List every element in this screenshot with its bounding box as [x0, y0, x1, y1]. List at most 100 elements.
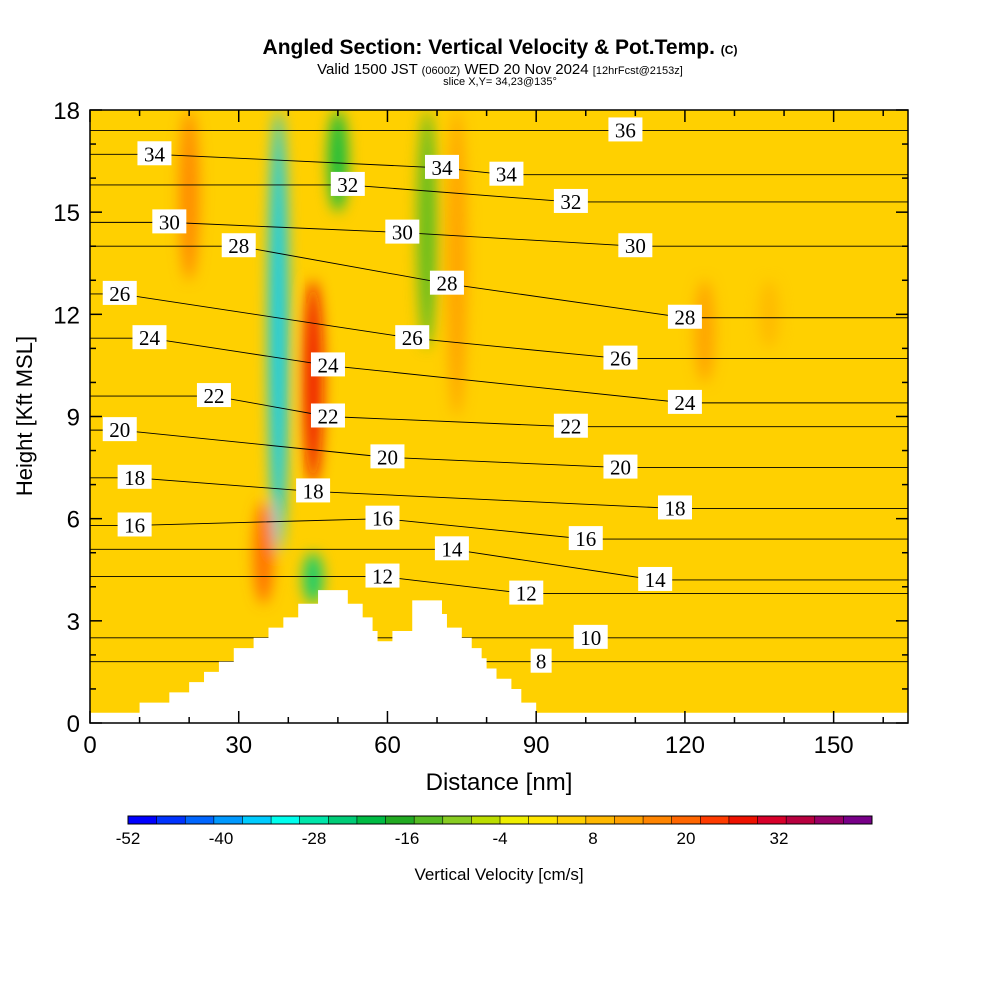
isoline-label: 16	[568, 526, 603, 551]
velocity-feature	[417, 110, 438, 349]
colorbar-tick-label: -52	[116, 829, 141, 848]
isoline-label-text: 10	[580, 626, 601, 650]
isoline-label-text: 26	[109, 282, 130, 306]
velocity-feature	[759, 280, 780, 349]
isoline-label-text: 12	[516, 582, 537, 606]
isoline-label-text: 24	[139, 326, 161, 350]
x-axis-label: Distance [nm]	[426, 769, 573, 796]
isoline-label-box	[603, 454, 638, 479]
colorbar-swatch	[185, 816, 215, 824]
isoline-labels: 8 10 12 12 14 14 16 16 16 18 18 18 20 20 20 22 22 22 24 24 2…	[102, 117, 702, 674]
x-axis: 0 30 60 90 120 150	[83, 110, 884, 759]
isoline-32	[90, 184, 908, 203]
isoline-label-text: 30	[392, 221, 413, 245]
isoline-label: 12	[365, 563, 400, 589]
velocity-feature	[179, 110, 200, 281]
colorbar-swatch	[213, 816, 243, 824]
valid-prefix: Valid 1500 JST	[317, 61, 418, 78]
isoline-label-text: 22	[203, 384, 224, 408]
isoline-label: 14	[434, 536, 469, 561]
isoline-label: 28	[667, 304, 702, 330]
y-axis-label: Height [Kft MSL]	[12, 336, 37, 496]
isoline-label-text: 8	[536, 650, 547, 674]
isoline-label: 28	[429, 270, 464, 296]
isoline-label-box	[102, 280, 137, 305]
isoline-label: 12	[509, 580, 544, 606]
plot-background	[90, 110, 908, 723]
isoline-label: 28	[221, 233, 256, 258]
isoline-label-box	[152, 209, 187, 234]
colorbar-tick-label: 8	[588, 829, 597, 848]
isoline-label: 32	[553, 188, 588, 214]
isoline-label-text: 30	[625, 234, 646, 258]
colorbar-swatch	[671, 816, 701, 824]
velocity-feature	[253, 501, 274, 604]
title-unit: (C)	[720, 43, 738, 57]
isoline-label-text: 26	[402, 326, 423, 350]
isoline-label-text: 24	[674, 391, 696, 415]
isoline-label-box	[424, 154, 459, 179]
valid-utc: (0600Z)	[421, 65, 461, 77]
isoline-label-text: 18	[124, 466, 145, 490]
velocity-feature	[268, 110, 289, 553]
colorbar-swatch	[271, 816, 301, 824]
colorbar-swatch	[557, 816, 587, 824]
isoline-label-text: 30	[159, 210, 180, 234]
colorbar-swatch	[242, 816, 272, 824]
y-tick-label: 18	[53, 98, 80, 125]
isoline-label-box	[657, 495, 692, 520]
isoline-label-text: 16	[124, 513, 145, 537]
isoline-label-box	[553, 413, 588, 438]
x-tick-label: 120	[665, 732, 705, 759]
isoline-label-box	[385, 219, 420, 244]
colorbar-swatch	[356, 816, 387, 824]
isoline-label-box	[608, 117, 643, 142]
colorbar-swatch	[471, 816, 501, 824]
isoline-label-box	[638, 566, 673, 591]
colorbar-tick-label: 20	[677, 829, 696, 848]
isoline-label: 20	[603, 454, 638, 480]
colorbar-swatch	[128, 816, 158, 824]
isoline-label-box	[370, 444, 405, 469]
isoline-label: 34	[424, 154, 459, 180]
isoline-label: 34	[489, 161, 524, 187]
terrain-profile	[90, 590, 908, 723]
chart-subtitle: Valid 1500 JST (0600Z) WED 20 Nov 2024 […	[0, 61, 1000, 78]
plot-area: 8 10 12 12 14 14 16 16 16 18 18 18 20 20 20 22 22 22 24 24 2…	[89, 109, 909, 724]
isoline-label-box	[429, 270, 464, 295]
isoline-label-text: 26	[610, 347, 631, 371]
isoline-label-box	[365, 563, 400, 588]
isoline-label-text: 14	[441, 537, 463, 561]
isoline-label-text: 14	[645, 568, 667, 592]
isoline-14	[90, 548, 908, 581]
title-text: Angled Section: Vertical Velocity & Pot.…	[262, 36, 715, 59]
colorbar-tick-label: -40	[209, 829, 234, 848]
isoline-label-box	[395, 325, 430, 350]
isoline-label-text: 22	[317, 405, 338, 429]
x-tick-label: 60	[374, 732, 401, 759]
colorbar-swatch	[728, 816, 759, 824]
isoline-label-box	[568, 526, 603, 551]
isoline-label-box	[117, 512, 152, 537]
colorbar-tick-label: -4	[492, 829, 507, 848]
isoline-label-box	[117, 464, 152, 489]
isoline-label: 24	[667, 389, 702, 415]
colorbar-swatch	[414, 816, 444, 824]
isoline-label-box	[530, 648, 552, 673]
colorbar-swatch	[757, 816, 787, 824]
slice-info: slice X,Y= 34,23@135°	[443, 76, 557, 88]
colorbar-swatch	[156, 816, 186, 824]
colorbar-label: Vertical Velocity [cm/s]	[414, 865, 583, 884]
isoline-label-text: 28	[228, 234, 249, 258]
isoline-label: 24	[132, 325, 167, 350]
isoline-label-text: 28	[436, 272, 457, 296]
colorbar-swatch	[328, 816, 358, 824]
x-tick-label: 90	[523, 732, 550, 759]
isoline-label: 22	[310, 403, 345, 429]
velocity-feature	[694, 280, 715, 383]
colorbar-swatch	[528, 816, 558, 824]
isoline-label: 36	[608, 117, 643, 142]
x-tick-label: 150	[814, 732, 854, 759]
